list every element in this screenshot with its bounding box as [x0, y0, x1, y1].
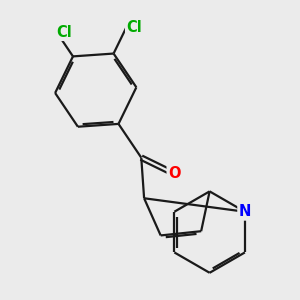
- Text: O: O: [168, 166, 180, 181]
- Text: Cl: Cl: [126, 20, 142, 35]
- Text: N: N: [239, 204, 251, 219]
- Text: Cl: Cl: [57, 25, 72, 40]
